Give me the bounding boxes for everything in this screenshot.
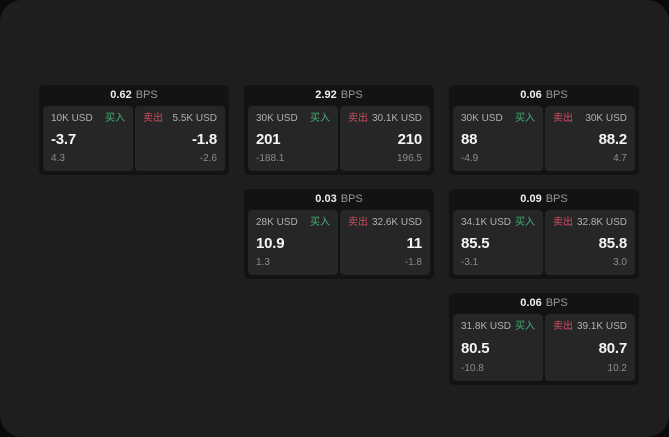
sell-delta: -1.8: [404, 257, 422, 268]
buy-panel[interactable]: 34.1K USD 买入 85.5 -3.1: [453, 210, 543, 275]
sell-price: 11: [406, 234, 423, 252]
sell-price: 80.7: [598, 339, 628, 357]
sell-side-label: 卖出: [553, 321, 573, 332]
sell-panel[interactable]: 卖出 5.5K USD -1.8 -2.6: [135, 106, 225, 171]
bps-value: 0.03: [315, 193, 337, 205]
quote-card: 2.92 BPS 30K USD 买入 201 -188.1 卖出 30.1K …: [244, 85, 434, 175]
sell-delta: 3.0: [613, 257, 627, 268]
buy-volume: 10K USD: [51, 113, 93, 124]
sell-side-label: 卖出: [348, 113, 368, 124]
sell-panel[interactable]: 卖出 32.6K USD 11 -1.8: [340, 210, 430, 275]
sell-panel[interactable]: 卖出 32.8K USD 85.8 3.0: [545, 210, 635, 275]
buy-price: 80.5: [461, 339, 490, 357]
bps-value: 0.06: [520, 89, 542, 101]
sell-delta: -2.6: [199, 153, 217, 164]
quote-card: 0.03 BPS 28K USD 买入 10.9 1.3 卖出 32.6K US…: [244, 189, 434, 279]
sell-delta: 10.2: [607, 363, 627, 374]
bps-value: 0.62: [110, 89, 132, 101]
sell-side-label: 卖出: [143, 113, 163, 124]
bps-label: BPS: [545, 297, 568, 309]
quote-card: 0.62 BPS 10K USD 买入 -3.7 4.3 卖出 5.5K USD: [39, 85, 229, 175]
bps-value: 2.92: [315, 89, 337, 101]
sell-volume: 39.1K USD: [576, 321, 627, 332]
bps-value: 0.09: [520, 193, 542, 205]
sell-price: 85.8: [598, 234, 628, 252]
buy-delta: 4.3: [51, 153, 65, 164]
buy-volume: 31.8K USD: [461, 321, 512, 332]
buy-delta: -3.1: [461, 257, 479, 268]
bps-label: BPS: [545, 89, 568, 101]
panels-row: 30K USD 买入 201 -188.1 卖出 30.1K USD 210 1…: [244, 104, 434, 175]
buy-panel[interactable]: 10K USD 买入 -3.7 4.3: [43, 106, 133, 171]
buy-price: 85.5: [461, 234, 490, 252]
buy-price: 201: [256, 130, 281, 148]
quote-card: 0.06 BPS 30K USD 买入 88 -4.9 卖出 30K USD: [449, 85, 639, 175]
sell-side-label: 卖出: [348, 217, 368, 228]
sell-volume: 5.5K USD: [172, 113, 217, 124]
sell-price: 88.2: [598, 130, 628, 148]
buy-side-label: 买入: [515, 113, 535, 124]
bps-label: BPS: [340, 193, 363, 205]
bps-label: BPS: [340, 89, 363, 101]
buy-panel[interactable]: 30K USD 买入 201 -188.1: [248, 106, 338, 171]
bps-label: BPS: [135, 89, 158, 101]
quote-card: 0.06 BPS 31.8K USD 买入 80.5 -10.8 卖出 39.1…: [449, 293, 639, 385]
quote-grid: 0.62 BPS 10K USD 买入 -3.7 4.3 卖出 5.5K USD: [39, 85, 639, 385]
card-header: 0.09 BPS: [449, 189, 639, 208]
panels-row: 30K USD 买入 88 -4.9 卖出 30K USD 88.2 4.7: [449, 104, 639, 175]
sell-volume: 30K USD: [585, 113, 627, 124]
buy-side-label: 买入: [105, 113, 125, 124]
buy-volume: 34.1K USD: [461, 217, 512, 228]
bps-value: 0.06: [520, 297, 542, 309]
sell-price: -1.8: [191, 130, 217, 148]
sell-volume: 32.6K USD: [371, 217, 422, 228]
sell-volume: 30.1K USD: [371, 113, 422, 124]
buy-side-label: 买入: [310, 217, 330, 228]
buy-price: -3.7: [51, 130, 77, 148]
buy-volume: 30K USD: [461, 113, 503, 124]
buy-delta: -10.8: [461, 363, 484, 374]
sell-delta: 4.7: [613, 153, 627, 164]
buy-delta: -4.9: [461, 153, 479, 164]
buy-side-label: 买入: [515, 321, 535, 332]
card-header: 0.62 BPS: [39, 85, 229, 104]
panels-row: 34.1K USD 买入 85.5 -3.1 卖出 32.8K USD 85.8…: [449, 208, 639, 279]
sell-side-label: 卖出: [553, 217, 573, 228]
buy-price: 10.9: [256, 234, 285, 252]
bps-label: BPS: [545, 193, 568, 205]
buy-side-label: 买入: [515, 217, 535, 228]
quote-card: 0.09 BPS 34.1K USD 买入 85.5 -3.1 卖出 32.8K…: [449, 189, 639, 279]
buy-volume: 28K USD: [256, 217, 298, 228]
buy-panel[interactable]: 28K USD 买入 10.9 1.3: [248, 210, 338, 275]
panels-row: 31.8K USD 买入 80.5 -10.8 卖出 39.1K USD 80.…: [449, 312, 639, 385]
buy-delta: 1.3: [256, 257, 270, 268]
buy-panel[interactable]: 30K USD 买入 88 -4.9: [453, 106, 543, 171]
buy-side-label: 买入: [310, 113, 330, 124]
sell-volume: 32.8K USD: [576, 217, 627, 228]
sell-panel[interactable]: 卖出 39.1K USD 80.7 10.2: [545, 314, 635, 381]
buy-panel[interactable]: 31.8K USD 买入 80.5 -10.8: [453, 314, 543, 381]
panels-row: 28K USD 买入 10.9 1.3 卖出 32.6K USD 11 -1.8: [244, 208, 434, 279]
buy-volume: 30K USD: [256, 113, 298, 124]
sell-delta: 196.5: [396, 153, 422, 164]
card-header: 0.06 BPS: [449, 85, 639, 104]
sell-side-label: 卖出: [553, 113, 573, 124]
panels-row: 10K USD 买入 -3.7 4.3 卖出 5.5K USD -1.8 -2.…: [39, 104, 229, 175]
sell-price: 210: [397, 130, 423, 148]
sell-panel[interactable]: 卖出 30K USD 88.2 4.7: [545, 106, 635, 171]
card-header: 0.06 BPS: [449, 293, 639, 312]
card-header: 0.03 BPS: [244, 189, 434, 208]
sell-panel[interactable]: 卖出 30.1K USD 210 196.5: [340, 106, 430, 171]
card-header: 2.92 BPS: [244, 85, 434, 104]
buy-delta: -188.1: [256, 153, 285, 164]
buy-price: 88: [461, 130, 478, 148]
